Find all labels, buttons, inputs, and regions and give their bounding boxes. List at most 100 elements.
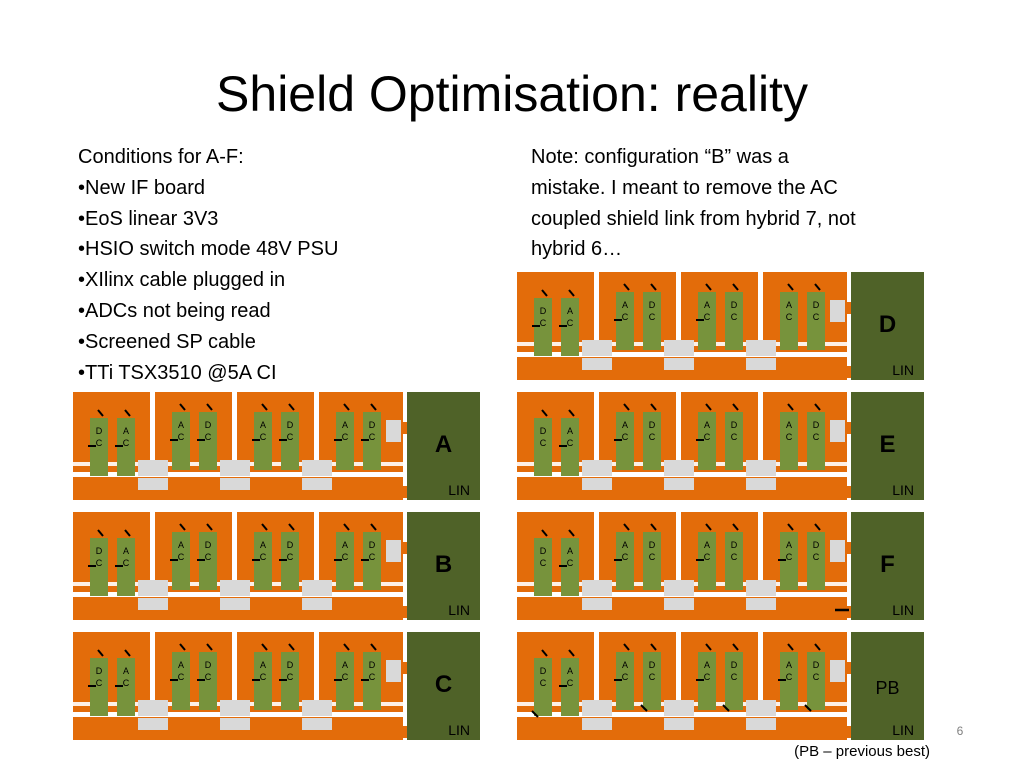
- chip-ac: [172, 652, 190, 710]
- hybrid-gap: [676, 392, 681, 462]
- chip-ac: [780, 412, 798, 470]
- top-link: [787, 643, 794, 651]
- chip-ac: [117, 658, 135, 716]
- hybrid-gap: [676, 272, 681, 342]
- chip-dc: [90, 418, 108, 476]
- pad: [664, 700, 694, 716]
- top-link: [568, 409, 575, 417]
- chip-dc: [534, 298, 552, 356]
- chip-label-bottom: C: [567, 438, 574, 448]
- chip-dc: [281, 652, 299, 710]
- top-link: [732, 643, 739, 651]
- chip-ac: [336, 532, 354, 590]
- footnote: (PB – previous best): [794, 743, 930, 760]
- top-link: [343, 403, 350, 411]
- slide-title: Shield Optimisation: reality: [216, 66, 808, 122]
- chip-ac: [254, 652, 272, 710]
- top-link: [179, 403, 186, 411]
- chip-ac: [117, 538, 135, 596]
- top-link: [124, 529, 131, 537]
- config-label: D: [879, 311, 896, 338]
- chip-label-bottom: C: [287, 672, 294, 682]
- chip-label-top: A: [178, 540, 184, 550]
- chip-label-bottom: C: [123, 678, 130, 688]
- chip-ac: [616, 532, 634, 590]
- pad: [138, 580, 168, 596]
- pad: [664, 598, 694, 610]
- pad: [746, 700, 776, 716]
- chip-label-bottom: C: [622, 312, 629, 322]
- chip-label-top: D: [205, 420, 212, 430]
- end-label: LIN: [892, 722, 914, 738]
- top-link: [787, 403, 794, 411]
- pad: [302, 700, 332, 716]
- chip-label-bottom: C: [287, 552, 294, 562]
- chip-label-top: D: [369, 660, 376, 670]
- chip-label-top: D: [649, 540, 656, 550]
- hybrid-gap: [314, 512, 319, 582]
- hybrid-gap: [150, 512, 155, 582]
- top-link: [705, 643, 712, 651]
- shield-link-slash: [804, 704, 812, 712]
- chip-label-bottom: C: [731, 432, 738, 442]
- hybrid-gap: [676, 512, 681, 582]
- chip-label-bottom: C: [123, 438, 130, 448]
- pad: [664, 340, 694, 356]
- top-link: [814, 523, 821, 531]
- hybrid-gap: [594, 272, 599, 342]
- chip-dc: [90, 658, 108, 716]
- top-link: [261, 643, 268, 651]
- chip-label-bottom: C: [622, 672, 629, 682]
- chip-label-bottom: C: [540, 678, 547, 688]
- top-link: [370, 403, 377, 411]
- pad: [746, 358, 776, 370]
- shield-link-slash: [722, 704, 730, 712]
- chip-ac: [698, 292, 716, 350]
- top-link: [124, 649, 131, 657]
- chip-dc: [363, 412, 381, 470]
- top-link: [206, 643, 213, 651]
- chip-label-top: D: [731, 660, 738, 670]
- chip-label-top: A: [567, 306, 573, 316]
- pad: [664, 460, 694, 476]
- top-link: [206, 523, 213, 531]
- pad: [220, 580, 250, 596]
- hybrid-gap: [594, 392, 599, 462]
- pad: [746, 478, 776, 490]
- chip-ac: [561, 658, 579, 716]
- pad: [664, 580, 694, 596]
- hybrid-gap: [758, 512, 763, 582]
- top-link: [261, 523, 268, 531]
- chip-label-top: A: [123, 546, 129, 556]
- end-label: LIN: [448, 722, 470, 738]
- chip-label-top: D: [813, 660, 820, 670]
- chip-label-bottom: C: [287, 432, 294, 442]
- chip-label-bottom: C: [704, 672, 711, 682]
- top-link: [787, 283, 794, 291]
- chip-label-top: A: [786, 420, 792, 430]
- chip-ac: [254, 412, 272, 470]
- chip-label-top: A: [123, 666, 129, 676]
- chip-label-top: A: [567, 666, 573, 676]
- pad: [302, 460, 332, 476]
- hybrid-gap: [758, 632, 763, 702]
- chip-label-bottom: C: [786, 312, 793, 322]
- chip-label-bottom: C: [704, 552, 711, 562]
- chip-label-bottom: C: [731, 552, 738, 562]
- pad: [664, 358, 694, 370]
- top-link: [568, 529, 575, 537]
- hybrid-gap: [594, 512, 599, 582]
- chip-label-bottom: C: [178, 672, 185, 682]
- end-label: LIN: [892, 482, 914, 498]
- connector-pad: [830, 300, 845, 322]
- chip-dc: [363, 532, 381, 590]
- hybrid-gap: [758, 392, 763, 462]
- hybrid-gap: [232, 512, 237, 582]
- top-link: [732, 403, 739, 411]
- chip-dc: [281, 412, 299, 470]
- top-link: [288, 643, 295, 651]
- chip-label-top: D: [96, 546, 103, 556]
- top-link: [568, 289, 575, 297]
